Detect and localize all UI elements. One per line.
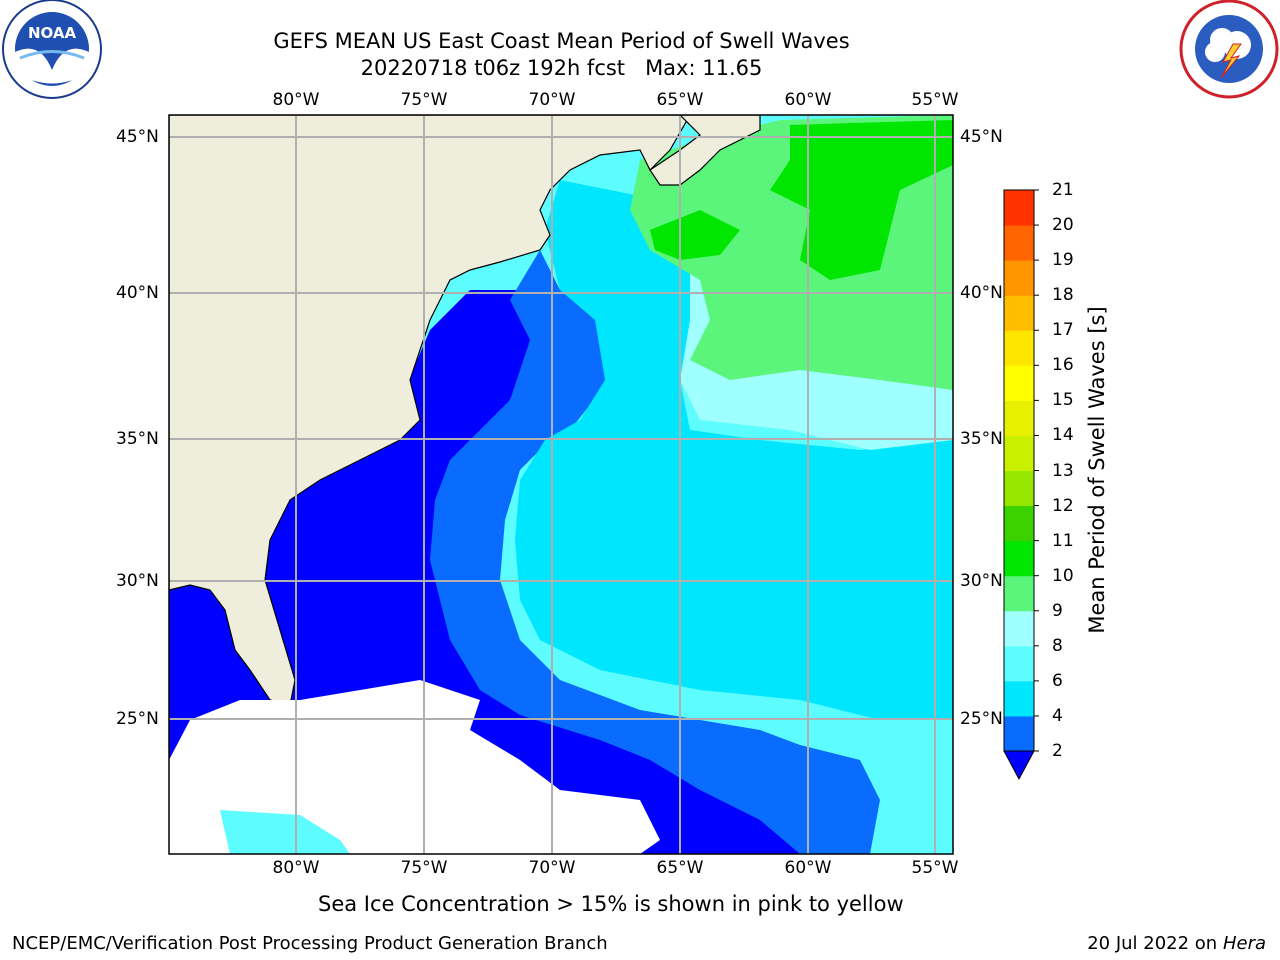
colorbar-segment <box>1004 680 1034 717</box>
lon-label-top: 75°W <box>400 90 448 110</box>
colorbar-segment <box>1004 365 1034 401</box>
colorbar-segment <box>1004 610 1034 647</box>
lat-label-right: 45°N <box>960 127 1003 147</box>
colorbar-tick-label: 11 <box>1052 530 1074 551</box>
colorbar-ticks: 2 4 6 8 9 10 11 12 13 14 15 16 17 18 19 20 21 <box>1052 0 1092 960</box>
colorbar-tick-label: 10 <box>1052 565 1074 586</box>
lon-label-bottom: 65°W <box>656 858 704 878</box>
colorbar-tick-label: 15 <box>1052 390 1074 411</box>
colorbar-tick-label: 16 <box>1052 355 1074 376</box>
field-cuba-coast <box>220 810 350 854</box>
lat-label-left: 30°N <box>116 571 159 591</box>
colorbar-tick-label: 2 <box>1052 741 1063 761</box>
lon-label-bottom: 55°W <box>911 858 959 878</box>
lat-label-right: 40°N <box>960 283 1003 303</box>
colorbar-tick-label: 17 <box>1052 320 1074 341</box>
noaa-logo: NOAA <box>0 0 104 100</box>
colorbar-segment <box>1004 540 1034 577</box>
colorbar-segment <box>1004 505 1034 542</box>
no-data-caribbean <box>169 680 660 854</box>
colorbar-segment <box>1004 715 1034 752</box>
map-title: GEFS MEAN US East Coast Mean Period of S… <box>273 29 850 53</box>
field-4-6s <box>515 180 953 720</box>
colorbar-tick-label: 8 <box>1052 635 1063 656</box>
colorbar-tick-label: 4 <box>1052 705 1063 726</box>
field-10-11s <box>770 120 953 280</box>
lat-label-right: 25°N <box>960 709 1003 729</box>
noaa-logo-text: NOAA <box>28 24 77 42</box>
colorbar-tick-label: 14 <box>1052 425 1074 446</box>
lat-label-left: 25°N <box>116 709 159 729</box>
footer-date: 20 Jul 2022 on Hera <box>1087 933 1266 955</box>
lat-label-right: 35°N <box>960 429 1003 449</box>
land-nova-scotia <box>649 115 761 186</box>
colorbar-tick-label: 9 <box>1052 600 1063 621</box>
lat-label-left: 35°N <box>116 429 159 449</box>
colorbar-segment <box>1004 330 1034 366</box>
colorbar-segment <box>1004 470 1034 507</box>
colorbar-under-triangle <box>1003 750 1035 781</box>
lon-label-top: 55°W <box>911 90 959 110</box>
lon-label-bottom: 80°W <box>272 858 320 878</box>
colorbar <box>1003 189 1039 781</box>
colorbar-segment <box>1004 225 1034 261</box>
nws-logo <box>1177 0 1280 100</box>
lon-label-top: 80°W <box>272 90 320 110</box>
colorbar-tick-label: 13 <box>1052 460 1074 481</box>
map-gridlines <box>169 115 953 854</box>
colorbar-segment <box>1004 260 1034 296</box>
colorbar-segment <box>1004 435 1034 471</box>
map-frame <box>168 114 954 855</box>
lon-label-top: 70°W <box>528 90 576 110</box>
lon-label-bottom: 75°W <box>400 858 448 878</box>
footer-branch: NCEP/EMC/Verification Post Processing Pr… <box>12 933 608 954</box>
lat-label-left: 40°N <box>116 283 159 303</box>
colorbar-tick-label: 18 <box>1052 285 1074 306</box>
lon-label-bottom: 60°W <box>784 858 832 878</box>
colorbar-tick-label: 6 <box>1052 670 1063 691</box>
colorbar-tick-label: 19 <box>1052 250 1074 271</box>
lat-label-right: 30°N <box>960 571 1003 591</box>
lon-label-bottom: 70°W <box>528 858 576 878</box>
land-north-america <box>169 115 691 706</box>
colorbar-segment <box>1004 645 1034 682</box>
colorbar-tick-label: 21 <box>1052 180 1074 200</box>
colorbar-label: Mean Period of Swell Waves [s] <box>1085 306 1109 634</box>
lat-label-left: 45°N <box>116 127 159 147</box>
lon-label-top: 60°W <box>784 90 832 110</box>
colorbar-segment <box>1004 295 1034 331</box>
map-subtitle: 20220718 t06z 192h fcst Max: 11.65 <box>360 56 763 80</box>
colorbar-segment <box>1004 190 1034 226</box>
sea-ice-note: Sea Ice Concentration > 15% is shown in … <box>318 892 904 916</box>
field-10-11s-west <box>650 210 740 260</box>
footer-machine: Hera <box>1222 933 1266 954</box>
colorbar-segment <box>1004 575 1034 612</box>
colorbar-tick-label: 12 <box>1052 495 1074 516</box>
colorbar-segment <box>1004 400 1034 436</box>
colorbar-tick-label: 20 <box>1052 215 1074 236</box>
field-2-4s <box>430 250 880 854</box>
lon-label-top: 65°W <box>656 90 704 110</box>
footer-date-text: 20 Jul 2022 on <box>1087 933 1223 954</box>
